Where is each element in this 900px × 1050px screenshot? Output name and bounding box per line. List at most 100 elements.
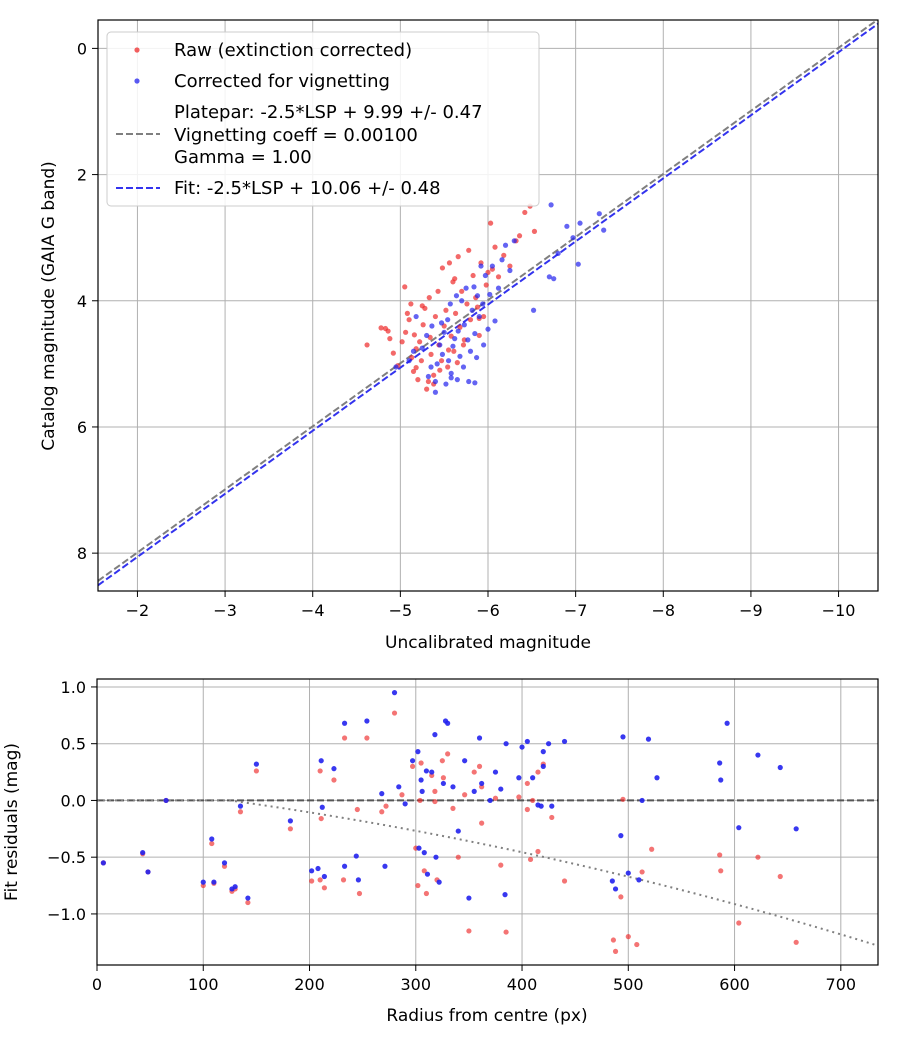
raw-residual-point xyxy=(535,848,541,855)
legend-platepar-label: Platepar: -2.5*LSP + 9.99 +/- 0.47 xyxy=(174,102,483,123)
raw-residual-point xyxy=(476,763,483,769)
raw-point xyxy=(464,301,470,307)
corrected-point xyxy=(480,301,486,307)
corrected-point xyxy=(432,389,439,395)
corrected-point xyxy=(447,301,453,307)
corrected-point xyxy=(507,267,513,274)
corrected-point xyxy=(448,370,454,376)
corrected-point xyxy=(548,202,554,208)
corrected-point xyxy=(450,343,456,349)
raw-point xyxy=(378,325,384,331)
corrected-point xyxy=(555,250,561,257)
corrected-point xyxy=(596,211,602,217)
raw-residual-point xyxy=(639,869,645,875)
corrected-point xyxy=(478,263,484,269)
corrected-residual-point xyxy=(471,788,477,794)
corrected-point xyxy=(465,337,471,343)
calibration-y-tick-label: 6 xyxy=(77,418,87,437)
raw-residual-point xyxy=(618,894,624,900)
residuals-plot: 0 100 200 300 400 500 600 7001.00.50.0−0.5−1.0 … xyxy=(2,678,879,1026)
raw-residual-point xyxy=(245,899,251,906)
corrected-residual-point xyxy=(530,775,536,781)
corrected-residual-point xyxy=(479,780,485,787)
raw-point xyxy=(425,378,432,385)
raw-point xyxy=(445,347,452,353)
corrected-residual-point xyxy=(237,803,244,809)
calibration-x-tick-label: −9 xyxy=(739,601,763,620)
corrected-point xyxy=(437,342,443,348)
calibration-x-tick-label: −4 xyxy=(301,601,325,620)
corrected-residual-point xyxy=(221,860,228,866)
raw-residual-point xyxy=(417,797,423,804)
corrected-point xyxy=(434,361,440,367)
calibration-y-tick-label: 8 xyxy=(77,544,87,563)
raw-point xyxy=(455,254,461,260)
corrected-residual-point xyxy=(424,871,431,877)
fit-line xyxy=(98,22,878,587)
raw-residual-point xyxy=(379,809,385,815)
corrected-point xyxy=(474,354,480,361)
corrected-point xyxy=(432,378,439,385)
raw-residual-point xyxy=(479,820,485,826)
corrected-point xyxy=(575,261,581,267)
corrected-point xyxy=(492,318,498,324)
raw-point xyxy=(451,348,457,354)
raw-residual-point xyxy=(527,856,534,863)
raw-point xyxy=(481,313,487,320)
corrected-residual-point xyxy=(462,758,468,764)
residuals-y-axis-title: Fit residuals (mag) xyxy=(2,743,22,901)
corrected-point xyxy=(487,291,493,298)
raw-point xyxy=(426,295,432,301)
raw-point xyxy=(531,228,538,234)
raw-point xyxy=(488,220,494,226)
corrected-point xyxy=(472,380,478,386)
corrected-residual-point xyxy=(609,878,615,884)
raw-point xyxy=(437,367,443,373)
raw-residual-point xyxy=(399,792,405,798)
raw-point xyxy=(495,274,502,280)
raw-residual-point xyxy=(383,803,389,809)
residuals-x-tick-label: 500 xyxy=(613,975,644,994)
raw-residual-point xyxy=(466,928,472,934)
raw-point xyxy=(507,263,513,269)
raw-point xyxy=(446,260,453,266)
corrected-point xyxy=(455,328,461,334)
corrected-residual-point xyxy=(639,797,645,804)
corrected-residual-point xyxy=(211,879,217,885)
corrected-point xyxy=(463,285,469,291)
corrected-point xyxy=(448,375,454,381)
calibration-x-tick-label: −2 xyxy=(126,601,150,620)
legend-fit-label: Fit: -2.5*LSP + 10.06 +/- 0.48 xyxy=(174,178,441,199)
raw-residual-point xyxy=(391,710,398,716)
corrected-residual-point xyxy=(287,818,293,824)
corrected-residual-point xyxy=(436,879,442,885)
raw-residual-point xyxy=(717,852,723,858)
residuals-x-tick-label: 600 xyxy=(719,975,750,994)
raw-residual-point xyxy=(321,885,327,891)
raw-residual-point xyxy=(612,948,619,954)
corrected-residual-point xyxy=(315,865,321,872)
calibration-y-tick-label: 0 xyxy=(77,39,87,58)
corrected-point xyxy=(511,238,517,244)
calibration-y-axis-title: Catalog magnitude (GAIA G band) xyxy=(39,161,59,451)
corrected-point xyxy=(457,353,463,359)
corrected-point xyxy=(424,332,430,339)
corrected-point xyxy=(439,351,446,357)
raw-residual-point xyxy=(432,798,438,805)
corrected-residual-point xyxy=(321,873,327,880)
raw-point xyxy=(428,351,434,357)
corrected-point xyxy=(570,235,576,241)
corrected-residual-point xyxy=(418,777,424,783)
corrected-residual-point xyxy=(492,769,499,775)
corrected-residual-point xyxy=(355,877,361,883)
corrected-residual-point xyxy=(612,886,619,892)
corrected-residual-point xyxy=(645,736,652,742)
raw-point xyxy=(404,310,410,316)
corrected-residual-point xyxy=(620,734,626,740)
raw-residual-point xyxy=(549,814,555,821)
raw-point xyxy=(418,358,424,364)
platepar-line xyxy=(98,20,878,582)
raw-residual-point xyxy=(620,796,626,802)
calibration-lines xyxy=(98,20,878,587)
raw-residual-point xyxy=(524,806,530,813)
